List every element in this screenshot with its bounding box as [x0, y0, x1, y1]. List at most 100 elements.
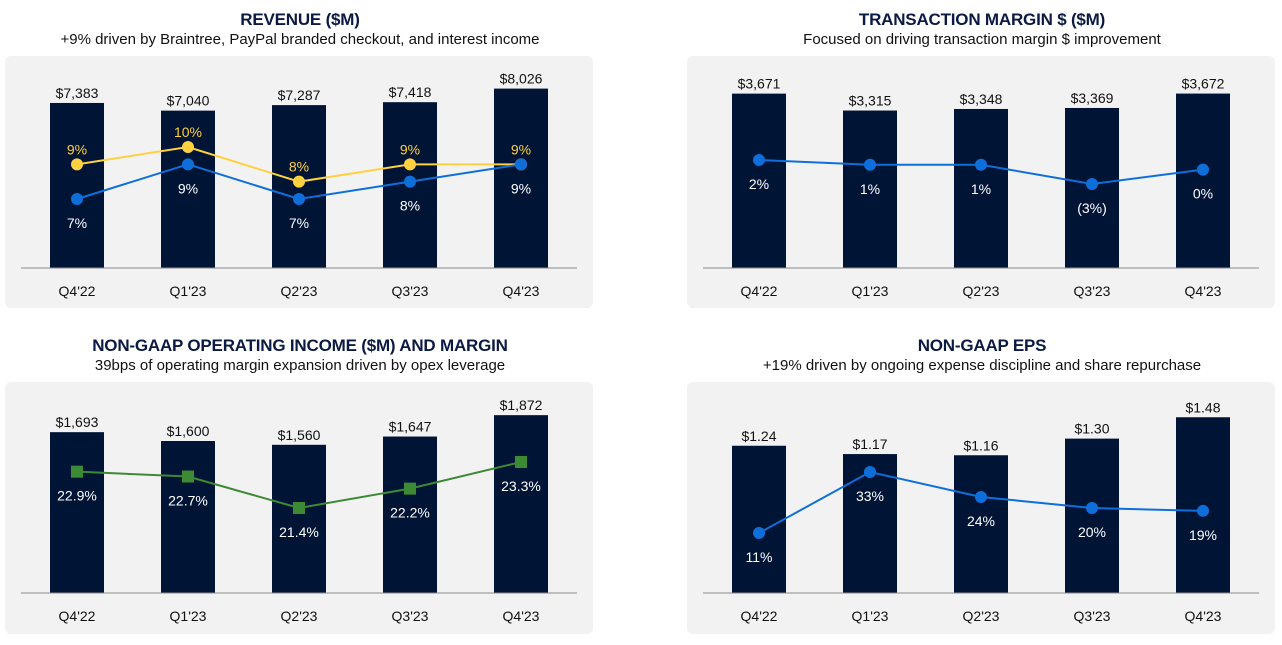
chart-subtitle: 39bps of operating margin expansion driv…: [94, 357, 506, 374]
series-point: [182, 470, 194, 483]
series-point: [864, 466, 876, 478]
x-tick-label: Q4'22: [59, 608, 96, 624]
series-point-label: 9%: [178, 180, 198, 196]
x-tick-label: Q2'23: [281, 608, 318, 624]
x-tick-label: Q1'23: [852, 608, 889, 624]
chart-title: NON-GAAP EPS: [917, 336, 1047, 355]
bar-value-label: $1.17: [852, 436, 887, 452]
series-point: [404, 482, 416, 495]
x-tick-label: Q1'23: [170, 608, 207, 624]
bar: [494, 415, 548, 593]
series-point-label: 22.7%: [168, 493, 208, 509]
series-point: [182, 158, 194, 171]
bar: [161, 441, 215, 593]
x-tick-label: Q3'23: [392, 608, 429, 624]
bar: [272, 444, 326, 593]
series-point: [975, 158, 987, 171]
series-point: [71, 193, 83, 205]
x-tick-label: Q3'23: [1074, 283, 1111, 299]
operating-income-header: NON-GAAP OPERATING INCOME ($M) AND MARGI…: [0, 336, 600, 376]
x-tick-label: Q4'23: [503, 283, 540, 299]
bar-value-label: $1,693: [56, 414, 99, 430]
chart-subtitle: +19% driven by ongoing expense disciplin…: [762, 357, 1202, 374]
bar: [50, 432, 104, 593]
bar-value-label: $1.16: [963, 437, 998, 453]
series-point-label: 1%: [860, 181, 880, 197]
bar-value-label: $7,383: [56, 85, 99, 101]
series-point-label: 21.4%: [279, 524, 319, 540]
x-tick-label: Q2'23: [281, 283, 318, 299]
bar-value-label: $3,672: [1182, 76, 1225, 92]
transaction-margin-chart: $3,671 $3,315 $3,348 $3,369 $3,672 Q4'22 Q1'23…: [687, 56, 1275, 308]
series-point: [404, 158, 416, 171]
series-point-label: 9%: [400, 141, 420, 157]
x-tick-label: Q2'23: [963, 608, 1000, 624]
bar-value-label: $7,040: [167, 93, 210, 109]
bar-value-label: $3,348: [960, 91, 1003, 107]
bar: [954, 455, 1008, 593]
series-point: [864, 158, 876, 171]
x-tick-label: Q3'23: [1074, 608, 1111, 624]
bar: [954, 108, 1008, 268]
series-point-label: 24%: [967, 513, 995, 529]
chart-title: TRANSACTION MARGIN $ ($M): [858, 10, 1106, 29]
bar-value-label: $1,560: [278, 427, 321, 443]
x-tick-label: Q4'23: [1185, 608, 1222, 624]
series-point-label: 9%: [67, 141, 87, 157]
series-point: [293, 175, 305, 188]
bar: [383, 436, 437, 593]
chart-subtitle: Focused on driving transaction margin $ …: [803, 31, 1161, 48]
chart-title: REVENUE ($M): [240, 10, 360, 29]
x-tick-label: Q2'23: [963, 283, 1000, 299]
bar: [494, 88, 548, 268]
series-point: [515, 158, 527, 171]
series-point-label: 1%: [971, 181, 991, 197]
series-point-label: 8%: [400, 198, 420, 214]
bar: [161, 110, 215, 269]
bar: [843, 110, 897, 268]
bar-value-label: $3,369: [1071, 90, 1114, 106]
x-tick-label: Q4'23: [503, 608, 540, 624]
bar-value-label: $8,026: [500, 71, 543, 87]
series-point-label: 7%: [289, 215, 309, 231]
series-point: [1197, 163, 1209, 176]
chart-subtitle: +9% driven by Braintree, PayPal branded …: [60, 31, 540, 48]
x-tick-label: Q4'22: [59, 283, 96, 299]
bar-value-label: $1.30: [1074, 421, 1109, 437]
series-point-label: 0%: [1193, 186, 1213, 202]
series-point-label: 10%: [174, 124, 202, 140]
series-point-label: 23.3%: [501, 478, 541, 494]
eps-header: NON-GAAP EPS +19% driven by ongoing expe…: [682, 336, 1282, 376]
series-point: [1086, 502, 1098, 515]
bar-value-label: $3,315: [849, 93, 892, 109]
series-point: [975, 490, 987, 503]
eps-chart: $1.24 $1.17 $1.16 $1.30 $1.48 Q4'22 Q1'23 Q2'23…: [687, 382, 1275, 634]
x-tick-label: Q1'23: [170, 283, 207, 299]
x-tick-label: Q4'22: [741, 283, 778, 299]
operating-income-chart: $1,693 $1,600 $1,560 $1,647 $1,872 Q4'22 Q1'23…: [5, 382, 593, 634]
chart-title: NON-GAAP OPERATING INCOME ($M) AND MARGI…: [92, 336, 508, 355]
x-tick-label: Q1'23: [852, 283, 889, 299]
series-point: [293, 193, 305, 205]
bar: [732, 93, 786, 268]
series-point-label: 9%: [511, 141, 531, 157]
series-point-label: 9%: [511, 180, 531, 196]
series-point: [753, 527, 765, 539]
series-point: [753, 154, 765, 166]
bar: [1176, 93, 1230, 268]
series-point: [71, 158, 83, 171]
bar: [732, 445, 786, 593]
series-point-label: 8%: [289, 159, 309, 175]
series-point-label: 7%: [67, 215, 87, 231]
x-tick-label: Q4'23: [1185, 283, 1222, 299]
series-point-label: 11%: [746, 549, 773, 565]
bar: [1065, 438, 1119, 593]
series-point: [1197, 504, 1209, 517]
series-point: [182, 141, 194, 153]
bar-value-label: $1.24: [741, 428, 776, 444]
series-point-label: 2%: [749, 176, 769, 192]
bar-value-label: $1.48: [1185, 399, 1220, 415]
series-point: [71, 465, 83, 478]
series-point-label: 33%: [856, 488, 884, 504]
